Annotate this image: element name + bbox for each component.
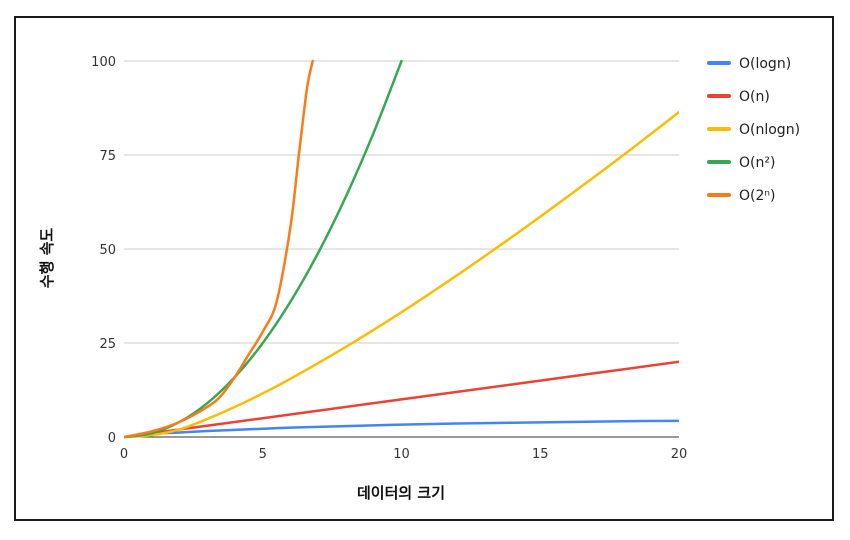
y-tick-label: 25 [99, 337, 116, 352]
y-axis-title: 수행 속도 [38, 228, 56, 289]
legend-label: O(n) [739, 89, 770, 105]
x-tick-label: 15 [532, 447, 549, 462]
legend-label: O(2ⁿ) [739, 188, 775, 204]
legend: O(logn) O(n) O(nlogn) O(n²) O(2ⁿ) [707, 56, 800, 204]
legend-label: O(logn) [739, 56, 791, 72]
series-line [124, 360, 679, 439]
x-tick-label: 5 [259, 447, 267, 462]
y-tick-label: 75 [99, 149, 116, 164]
y-tick-label: 100 [91, 55, 116, 70]
y-tick-label: 0 [108, 431, 116, 446]
x-tick-label: 10 [393, 447, 410, 462]
x-axis-title: 데이터의 크기 [357, 484, 445, 502]
y-axis-ticks: 0 25 50 75 100 [91, 55, 116, 446]
legend-label: O(n²) [739, 155, 775, 171]
series-line [124, 59, 314, 439]
series-line [124, 419, 679, 439]
x-axis-ticks: 0 5 10 15 20 [120, 447, 687, 462]
gridlines [124, 60, 679, 344]
series-line [124, 110, 679, 439]
y-tick-label: 50 [99, 243, 116, 258]
series-lines [124, 59, 679, 439]
x-tick-label: 20 [671, 447, 688, 462]
legend-label: O(nlogn) [739, 122, 800, 138]
x-tick-label: 0 [120, 447, 128, 462]
